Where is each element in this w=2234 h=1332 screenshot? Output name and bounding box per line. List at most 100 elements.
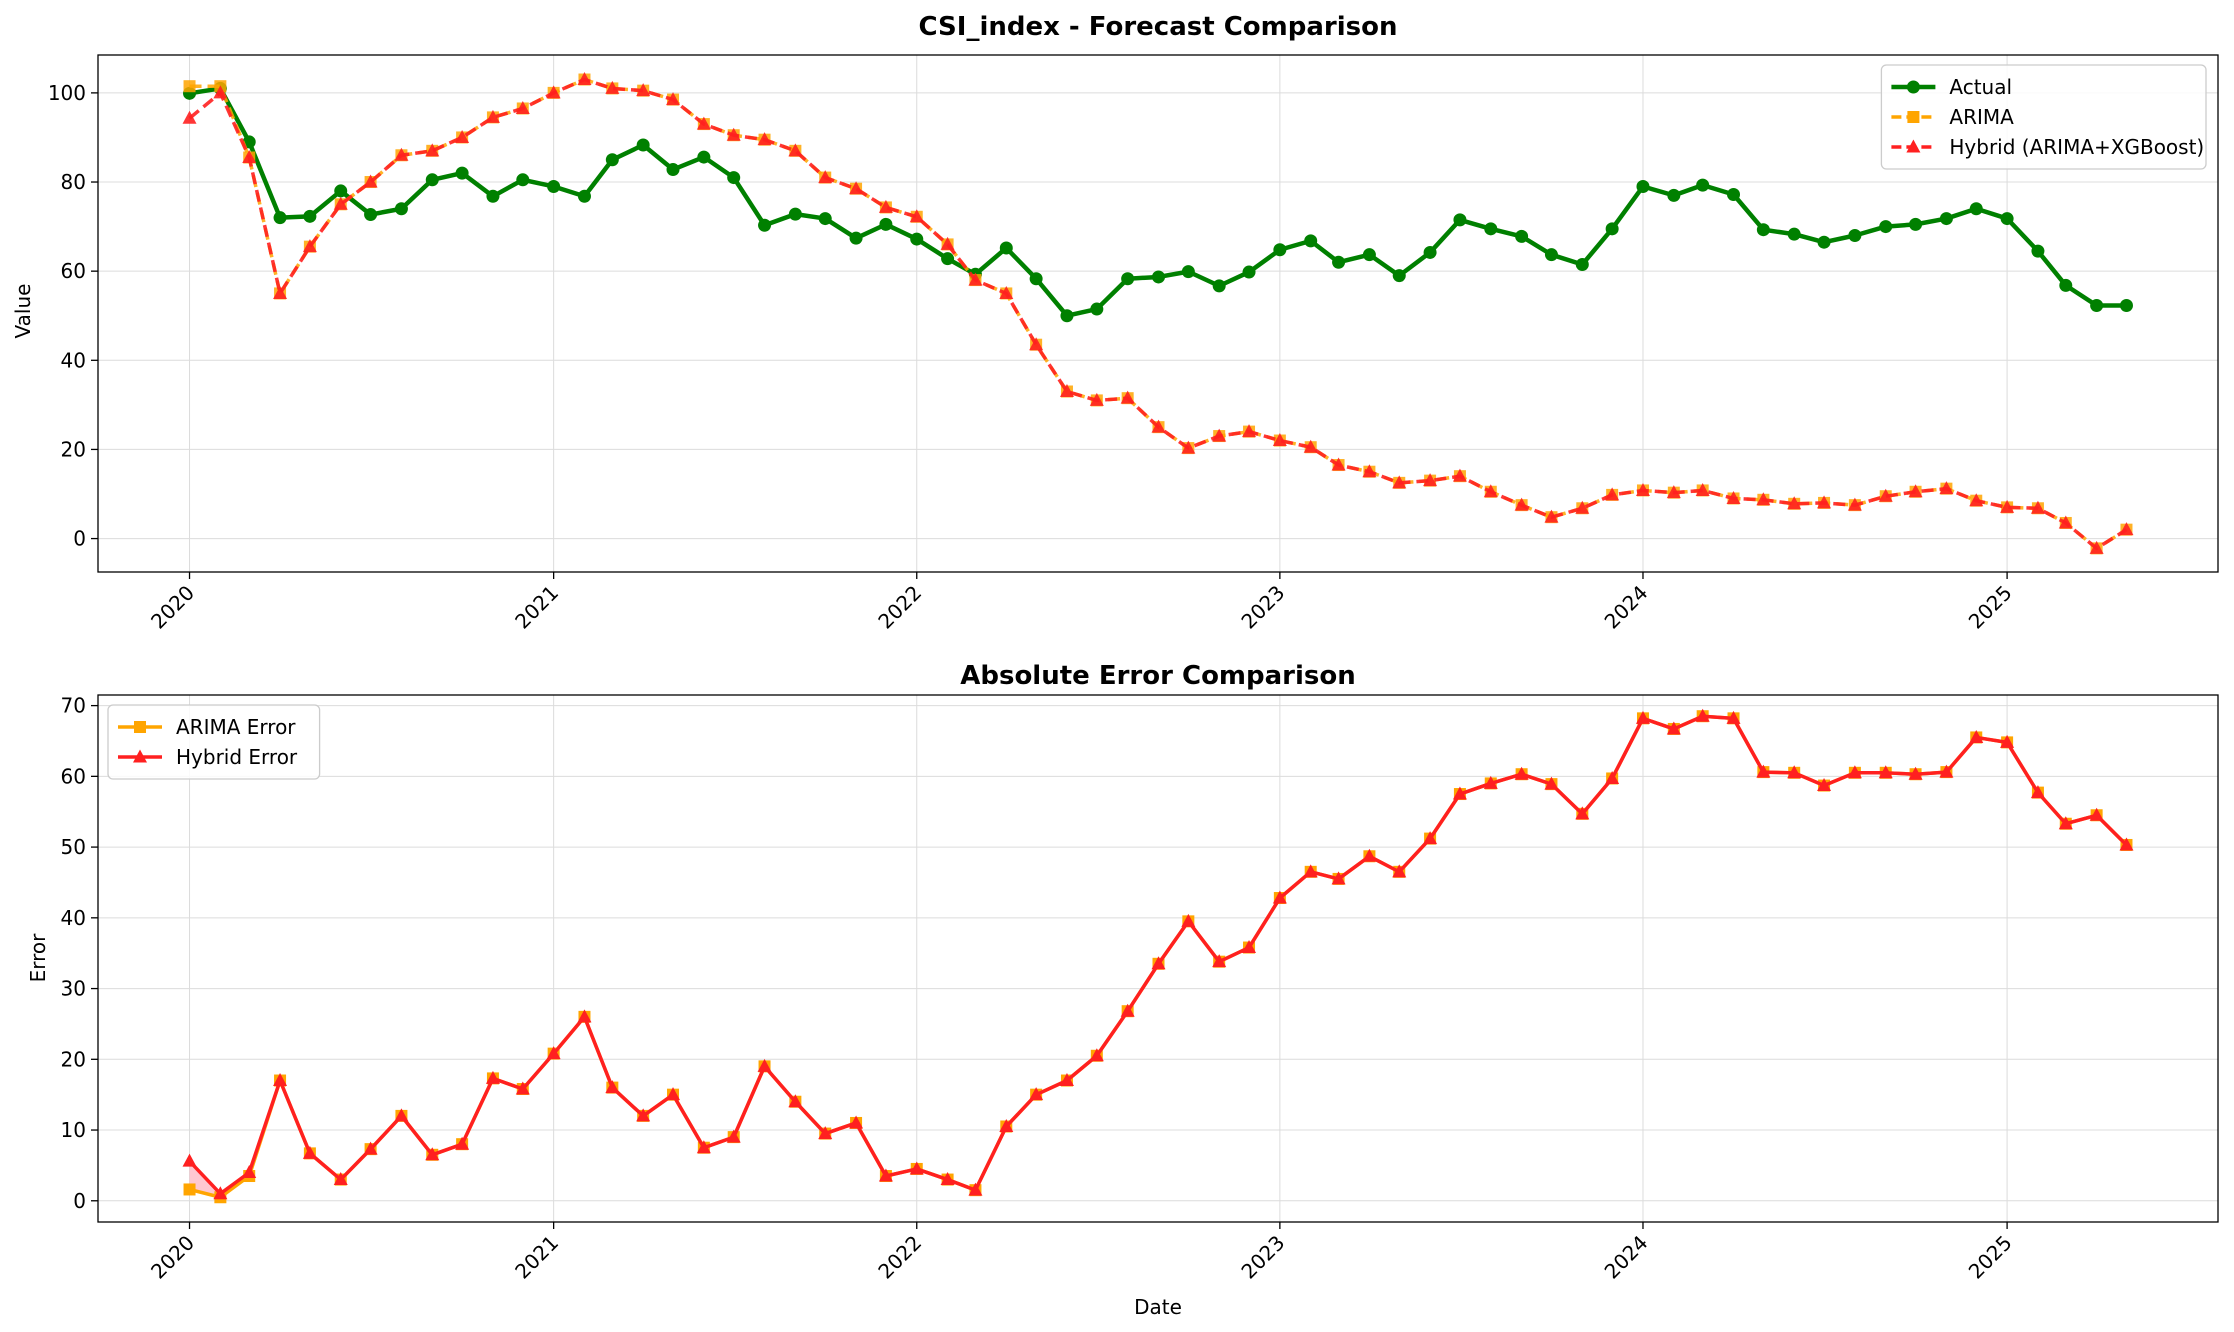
data-point: [425, 143, 440, 157]
data-point: [242, 1164, 257, 1178]
data-point: [303, 209, 317, 223]
data-point: [1969, 202, 1983, 216]
data-point: [1544, 248, 1558, 262]
data-point: [1029, 272, 1043, 286]
data-point: [1332, 255, 1346, 269]
data-point: [364, 208, 378, 222]
data-point: [636, 138, 650, 152]
data-point: [1392, 864, 1407, 878]
data-point: [1120, 390, 1135, 404]
data-point: [1060, 309, 1074, 323]
data-point: [1939, 764, 1954, 778]
data-point: [878, 1168, 893, 1182]
data-point: [1847, 765, 1862, 779]
data-point: [1242, 424, 1257, 438]
data-point: [455, 1136, 470, 1150]
y-tick-label: 40: [61, 906, 86, 930]
data-point: [697, 150, 711, 164]
data-point: [2059, 278, 2073, 292]
data-point: [1242, 940, 1257, 954]
data-point: [1121, 272, 1135, 286]
series-hybrid-error: [182, 708, 2134, 1200]
legend-label: ARIMA Error: [176, 715, 296, 739]
y-axis: 0 10 20 30 40 50 60 70: [61, 694, 98, 1213]
data-point: [547, 179, 561, 193]
y-tick-label: 60: [61, 259, 86, 283]
data-point: [1696, 178, 1710, 192]
y-tick-label: 40: [61, 348, 86, 372]
data-point: [394, 1108, 409, 1122]
data-point: [1151, 419, 1166, 433]
data-point: [1695, 708, 1710, 722]
legend-marker: [134, 721, 146, 733]
data-point: [515, 1081, 530, 1095]
data-point: [1817, 778, 1832, 792]
data-point: [788, 1094, 803, 1108]
data-point: [1909, 217, 1923, 231]
legend-label: Actual: [1949, 75, 2012, 99]
data-point: [1059, 1073, 1074, 1087]
y-tick-label: 30: [61, 977, 86, 1001]
data-point: [1515, 229, 1529, 243]
data-point: [1848, 229, 1862, 243]
forecast-comparison-panel: CSI_index - Forecast Comparison Value 0 2…: [11, 12, 2219, 634]
legend: ARIMA Error Hybrid Error: [107, 704, 321, 780]
data-point: [1212, 279, 1226, 293]
legend-marker: [133, 749, 147, 763]
data-point: [1514, 766, 1529, 780]
data-point: [696, 1140, 711, 1154]
data-point: [1331, 871, 1346, 885]
y-axis: 0 20 40 60 80 100: [48, 81, 98, 551]
data-point: [183, 1183, 196, 1196]
data-point: [757, 1058, 772, 1072]
x-axis-label: Date: [1134, 1295, 1182, 1319]
legend-box: [107, 704, 321, 780]
data-point: [425, 173, 439, 187]
series-hybrid-arima-xgboost: [182, 72, 2134, 554]
data-point: [1181, 440, 1196, 454]
data-point: [1029, 337, 1044, 351]
series-layer: [182, 708, 2134, 1204]
data-point: [273, 285, 288, 299]
data-point: [909, 209, 924, 223]
chart-title: Absolute Error Comparison: [960, 661, 1356, 691]
y-tick-label: 20: [61, 1047, 86, 1071]
data-point: [849, 1115, 864, 1129]
data-point: [455, 129, 470, 143]
data-point: [849, 181, 864, 195]
y-axis-label: Value: [11, 284, 35, 339]
data-point: [1817, 495, 1832, 509]
data-point: [1212, 954, 1227, 968]
data-point: [968, 272, 983, 286]
data-point: [394, 147, 409, 161]
data-point: [1452, 786, 1467, 800]
data-point: [666, 163, 680, 177]
legend-item: Hybrid (ARIMA+XGBoost): [1891, 135, 2204, 159]
data-point: [1423, 245, 1437, 259]
absolute-error-panel: Absolute Error Comparison Error Date 0 10…: [26, 661, 2219, 1319]
data-point: [455, 166, 469, 180]
data-point: [577, 72, 592, 86]
data-point: [1635, 482, 1650, 496]
data-point: [1726, 490, 1741, 504]
data-point: [334, 184, 348, 198]
data-point: [1272, 890, 1287, 904]
data-point: [2030, 500, 2045, 514]
data-point: [2000, 499, 2015, 513]
data-point: [515, 100, 530, 114]
data-point: [1423, 831, 1438, 845]
data-point: [2000, 212, 2014, 226]
data-point: [273, 1073, 288, 1087]
data-point: [1029, 1087, 1044, 1101]
data-point: [2089, 807, 2104, 821]
data-point: [183, 80, 196, 93]
data-point: [1362, 848, 1377, 862]
data-point: [1908, 484, 1923, 498]
legend-marker: [1906, 139, 1921, 153]
data-point: [2031, 244, 2045, 258]
data-point: [2089, 540, 2104, 554]
data-point: [333, 196, 348, 210]
data-point: [1151, 270, 1165, 284]
